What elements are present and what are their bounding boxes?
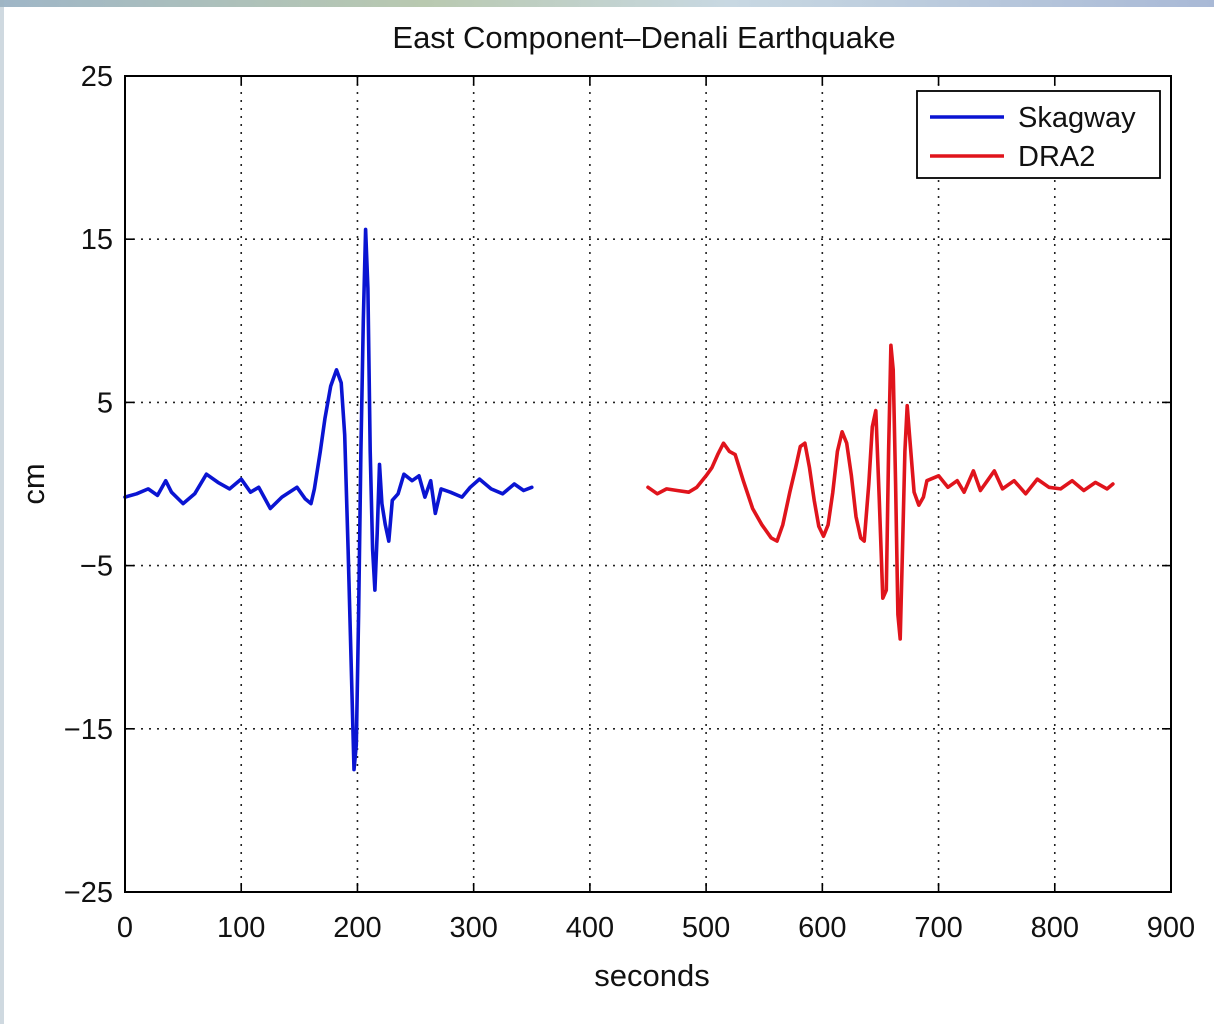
- series-line-skagway: [123, 227, 534, 772]
- left-border-strip: [0, 0, 4, 1024]
- y-axis-title: cm: [16, 463, 51, 504]
- x-axis-title: seconds: [594, 958, 709, 993]
- series-layer: [123, 227, 1115, 772]
- x-tick-label: 900: [1147, 912, 1195, 944]
- x-tick-label: 100: [217, 912, 265, 944]
- x-tick-label: 300: [449, 912, 497, 944]
- legend-box: [916, 90, 1161, 179]
- legend-label-skagway: Skagway: [1018, 102, 1136, 134]
- y-tick-label: 15: [81, 224, 113, 256]
- x-tick-label: 800: [1031, 912, 1079, 944]
- chart-title: East Component–Denali Earthquake: [392, 20, 895, 55]
- legend-label-dra2: DRA2: [1018, 141, 1095, 173]
- x-tick-label: 0: [117, 912, 133, 944]
- y-tick-label: −5: [80, 551, 113, 583]
- x-tick-label: 500: [682, 912, 730, 944]
- x-tick-label: 600: [798, 912, 846, 944]
- axis-ticks: 0 100 200 300 400 500 600 700 800 900 25 15 5 −5 −15 −2…: [64, 61, 1195, 944]
- top-border-strip: [0, 0, 1214, 7]
- y-tick-label: −15: [64, 714, 113, 746]
- series-line-dra2: [646, 343, 1115, 641]
- x-tick-label: 200: [333, 912, 381, 944]
- y-tick-label: 5: [97, 387, 113, 419]
- grid: [125, 76, 1171, 892]
- y-tick-label: 25: [81, 61, 113, 93]
- legend: Skagway DRA2: [916, 90, 1161, 179]
- plot-frame: [124, 75, 1172, 893]
- x-tick-label: 400: [566, 912, 614, 944]
- x-tick-label: 700: [914, 912, 962, 944]
- y-tick-label: −25: [64, 877, 113, 909]
